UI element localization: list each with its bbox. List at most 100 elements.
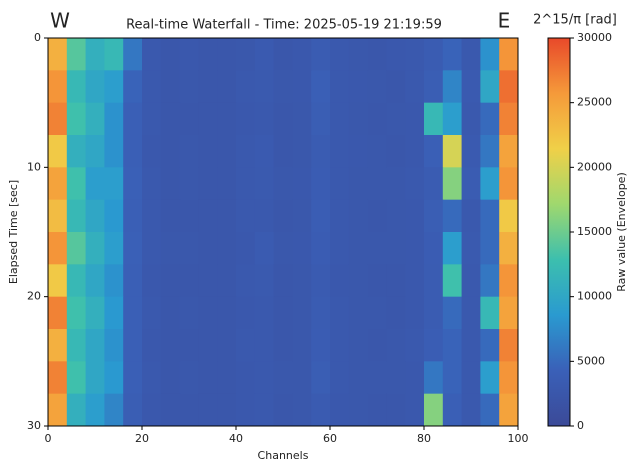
heat-cell	[499, 38, 519, 71]
heat-cell	[236, 199, 256, 233]
heat-cell	[367, 199, 387, 233]
heat-cell	[367, 361, 387, 395]
y-tick-label: 10	[27, 160, 41, 173]
heat-cell	[405, 102, 425, 136]
heat-cell	[311, 393, 331, 427]
heat-cell	[123, 199, 143, 233]
heat-cell	[461, 329, 481, 362]
plot-frame	[47, 37, 519, 427]
heat-cell	[405, 296, 425, 330]
heat-cell	[48, 393, 68, 427]
heat-cell	[179, 264, 199, 298]
heat-cell	[386, 102, 406, 136]
heat-cell	[198, 296, 218, 330]
heat-cell	[273, 135, 293, 168]
heat-cell	[348, 70, 369, 104]
chart-title: Real-time Waterfall - Time: 2025-05-19 2…	[126, 18, 442, 33]
heat-cell	[292, 361, 312, 395]
heat-cell	[442, 199, 463, 233]
heat-cell	[348, 361, 369, 395]
heat-cell	[123, 361, 143, 395]
colorbar-tick-label: 5000	[577, 354, 605, 367]
heat-cell	[292, 232, 312, 265]
heat-cell	[442, 232, 463, 265]
heat-cell	[330, 70, 350, 104]
heat-cell	[311, 329, 331, 362]
heat-cell	[367, 102, 387, 136]
heat-cell	[254, 167, 275, 201]
heat-cell	[311, 232, 331, 265]
heat-cell	[386, 361, 406, 395]
heat-cell	[499, 361, 519, 395]
heat-cell	[461, 167, 481, 201]
heat-cell	[160, 264, 181, 298]
heat-cell	[85, 167, 105, 201]
colorbar-label: Raw value (Envelope)	[615, 172, 628, 292]
heat-cell	[367, 135, 387, 168]
heat-cell	[48, 329, 68, 362]
heat-cell	[461, 135, 481, 168]
heat-cell	[348, 167, 369, 201]
heat-cell	[236, 167, 256, 201]
heat-cell	[236, 232, 256, 265]
heat-cell	[480, 232, 500, 265]
heat-cell	[85, 232, 105, 265]
heat-cell	[142, 70, 162, 104]
heat-cell	[179, 329, 199, 362]
heat-cell	[142, 264, 162, 298]
heat-cell	[311, 102, 331, 136]
colorbar-tick-label: 25000	[577, 96, 612, 109]
heat-cell	[348, 199, 369, 233]
heat-cell	[424, 199, 444, 233]
heat-cell	[461, 70, 481, 104]
heat-cell	[160, 199, 181, 233]
heat-cell	[160, 393, 181, 427]
heat-cell	[461, 232, 481, 265]
x-tick-label: 20	[135, 432, 149, 445]
heat-cell	[123, 102, 143, 136]
heat-cell	[311, 135, 331, 168]
colorbar-tick-label: 10000	[577, 290, 612, 303]
heat-cell	[348, 296, 369, 330]
heat-cell	[85, 38, 105, 71]
x-axis-label: Channels	[258, 449, 309, 462]
colorbar-title: 2^15/π [rad]	[533, 13, 617, 28]
heat-cell	[179, 135, 199, 168]
heat-cell	[198, 135, 218, 168]
heat-cell	[292, 393, 312, 427]
y-axis-label: Elapsed Time [sec]	[7, 180, 20, 284]
heat-cell	[66, 38, 87, 71]
heat-cell	[142, 361, 162, 395]
heat-cell	[405, 264, 425, 298]
heat-cell	[424, 296, 444, 330]
heat-cell	[198, 264, 218, 298]
heat-cell	[348, 38, 369, 71]
heat-cell	[424, 264, 444, 298]
heat-cell	[273, 232, 293, 265]
heat-cell	[48, 361, 68, 395]
heat-cell	[48, 296, 68, 330]
heat-cell	[160, 135, 181, 168]
heat-cell	[179, 70, 199, 104]
heat-cell	[217, 135, 237, 168]
heat-cell	[292, 70, 312, 104]
heat-cell	[273, 393, 293, 427]
heat-cell	[311, 296, 331, 330]
heat-cell	[480, 135, 500, 168]
heat-cell	[442, 393, 463, 427]
heat-cell	[179, 232, 199, 265]
heat-cell	[442, 135, 463, 168]
heat-cell	[254, 70, 275, 104]
heat-cell	[198, 393, 218, 427]
heat-cell	[367, 70, 387, 104]
heat-cell	[123, 70, 143, 104]
heat-cell	[405, 135, 425, 168]
heat-cell	[217, 264, 237, 298]
heat-cell	[273, 70, 293, 104]
heat-cell	[123, 296, 143, 330]
x-tick-label: 40	[229, 432, 243, 445]
heat-cell	[179, 199, 199, 233]
heat-cell	[442, 167, 463, 201]
heat-cell	[66, 329, 87, 362]
colorbar-tick-label: 30000	[577, 31, 612, 44]
